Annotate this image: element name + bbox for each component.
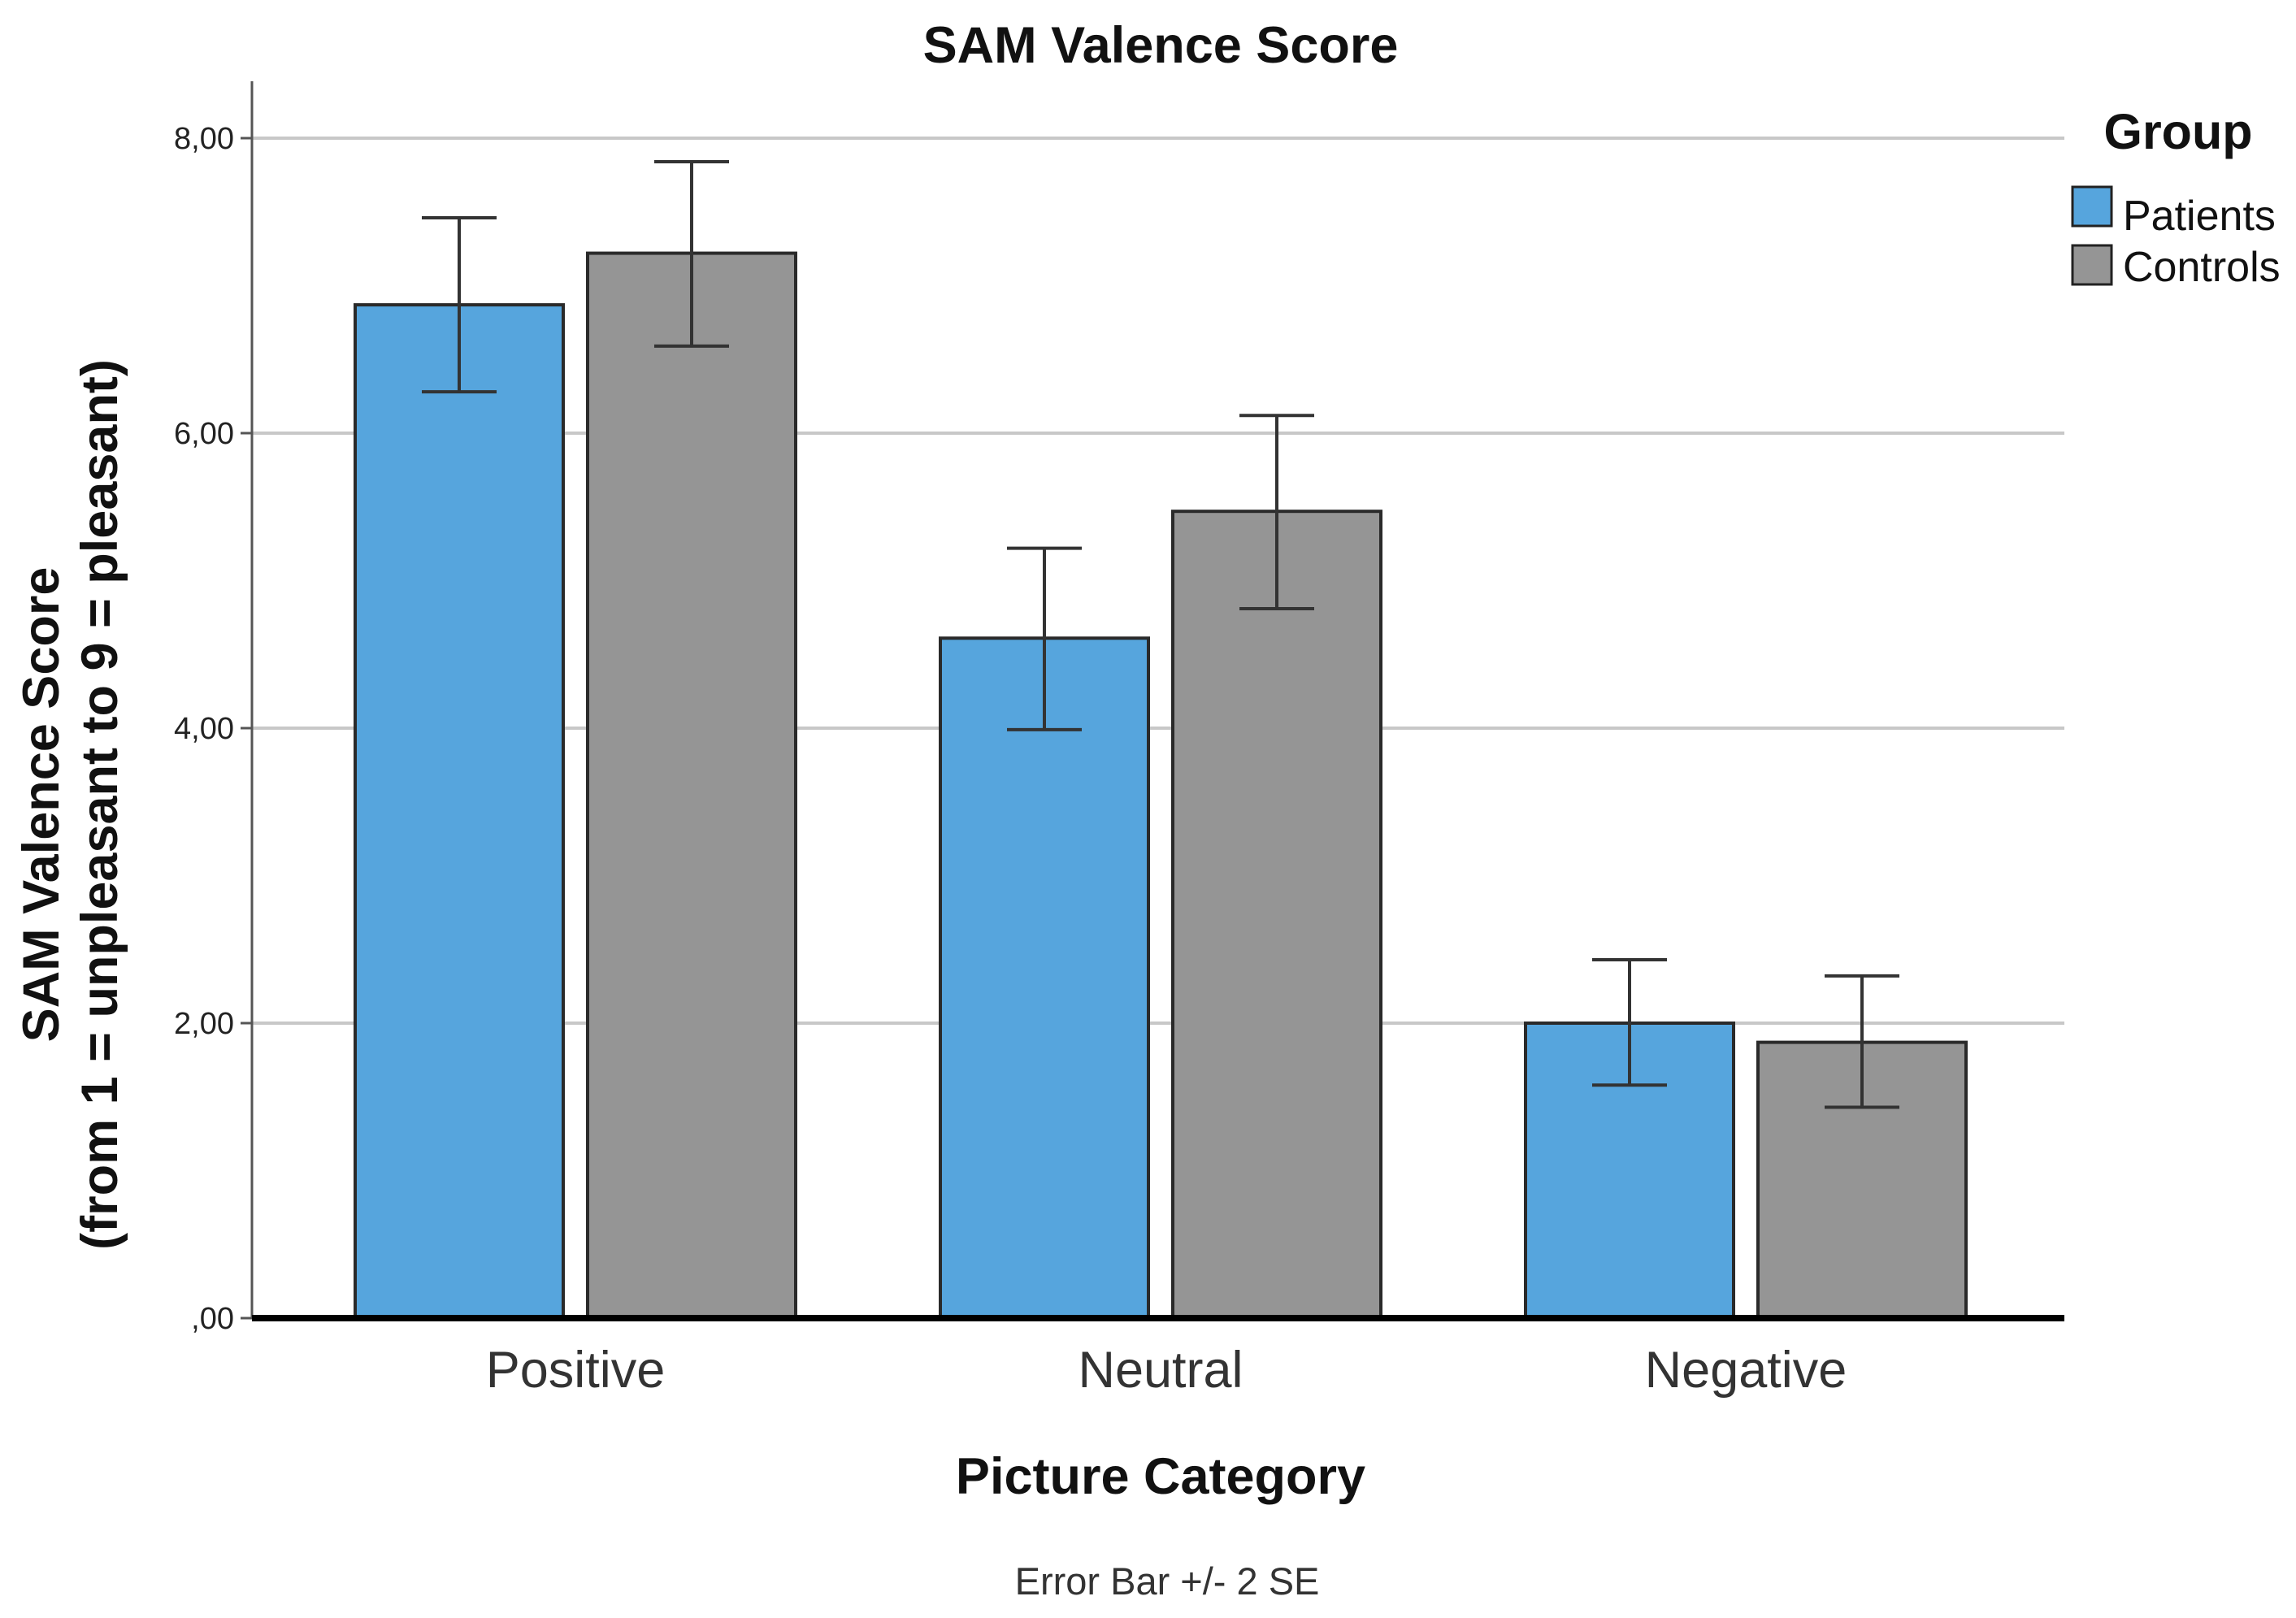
error-bar-neutral-controls <box>1239 414 1314 610</box>
bar-positive-patients <box>354 303 565 1321</box>
error-bar-footnote: Error Bar +/- 2 SE <box>1015 1559 1320 1603</box>
y-tick-label-2: 4,00 <box>174 712 234 746</box>
error-bar-neutral-patients <box>1007 546 1082 731</box>
error-bars <box>422 160 1899 1109</box>
bar-neutral-patients <box>939 636 1150 1320</box>
error-bar-negative-controls <box>1825 974 1899 1109</box>
error-bar-positive-controls <box>654 160 729 348</box>
bar-neutral-controls <box>1171 510 1382 1320</box>
chart-title: SAM Valence Score <box>923 17 1399 74</box>
y-tick-label-1: 2,00 <box>174 1007 234 1041</box>
category-labels: Positive Neutral Negative <box>486 1342 1847 1399</box>
error-bar-positive-patients <box>422 216 497 394</box>
x-axis-title: Picture Category <box>956 1448 1365 1505</box>
axes <box>250 81 2064 1321</box>
legend-label-patients: Patients <box>2123 193 2276 240</box>
category-label-positive: Positive <box>486 1342 666 1399</box>
y-axis-title-line-2: (from 1 = unpleasant to 9 = pleasant) <box>72 359 128 1250</box>
legend-label-controls: Controls <box>2123 244 2281 291</box>
y-tick-label-3: 6,00 <box>174 417 234 451</box>
category-label-neutral: Neutral <box>1078 1342 1243 1399</box>
y-tick-label-0: ,00 <box>191 1302 234 1336</box>
bars <box>354 251 1968 1321</box>
category-label-negative: Negative <box>1645 1342 1847 1399</box>
legend-swatch-patients <box>2071 185 2113 228</box>
error-bar-negative-patients <box>1592 957 1667 1087</box>
legend: Group Patients Controls <box>2071 104 2281 291</box>
y-tick-label-4: 8,00 <box>174 122 234 156</box>
bar-positive-controls <box>586 251 797 1321</box>
legend-title: Group <box>2104 104 2253 159</box>
y-tick-labels: ,00 2,00 4,00 6,00 8,00 <box>174 122 234 1336</box>
y-axis-title-line-1: SAM Valence Score <box>13 567 70 1043</box>
legend-swatch-controls <box>2071 244 2113 286</box>
